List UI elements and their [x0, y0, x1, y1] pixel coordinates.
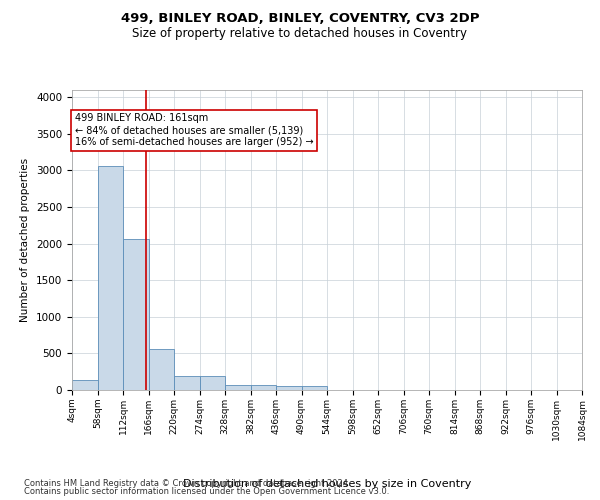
Bar	[72, 380, 97, 390]
Bar	[97, 166, 123, 390]
Bar	[200, 376, 225, 390]
Text: Contains HM Land Registry data © Crown copyright and database right 2024.: Contains HM Land Registry data © Crown c…	[24, 478, 350, 488]
Bar	[149, 349, 174, 390]
Y-axis label: Number of detached properties: Number of detached properties	[20, 158, 31, 322]
X-axis label: Distribution of detached houses by size in Coventry: Distribution of detached houses by size …	[183, 478, 471, 488]
Text: 499 BINLEY ROAD: 161sqm
← 84% of detached houses are smaller (5,139)
16% of semi: 499 BINLEY ROAD: 161sqm ← 84% of detache…	[75, 114, 313, 146]
Text: 499, BINLEY ROAD, BINLEY, COVENTRY, CV3 2DP: 499, BINLEY ROAD, BINLEY, COVENTRY, CV3 …	[121, 12, 479, 26]
Text: Size of property relative to detached houses in Coventry: Size of property relative to detached ho…	[133, 28, 467, 40]
Bar	[302, 386, 327, 390]
Bar	[276, 386, 302, 390]
Bar	[174, 376, 199, 390]
Bar	[123, 240, 149, 390]
Bar	[251, 385, 276, 390]
Text: Contains public sector information licensed under the Open Government Licence v3: Contains public sector information licen…	[24, 487, 389, 496]
Bar	[225, 385, 251, 390]
